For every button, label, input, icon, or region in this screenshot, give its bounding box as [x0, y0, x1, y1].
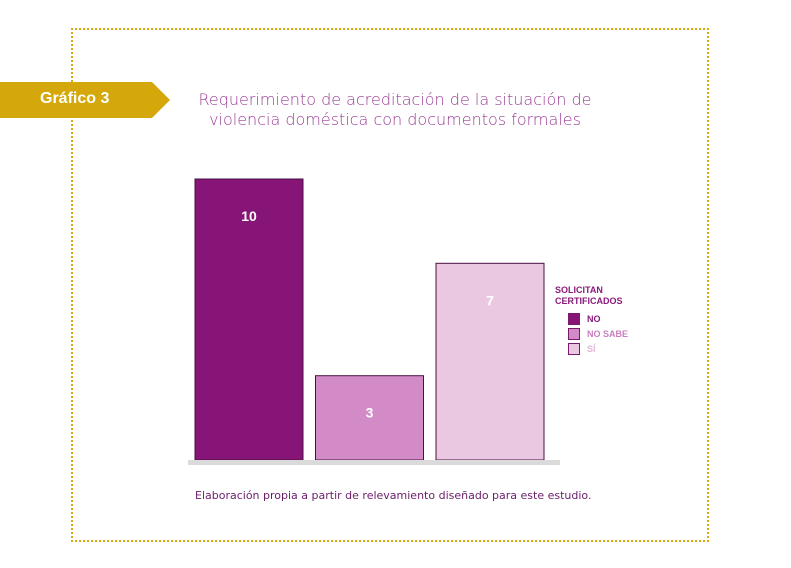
- legend-item-no-sabe: NO SABE: [568, 326, 635, 341]
- chart-title: Requerimiento de acreditación de la situ…: [180, 90, 610, 130]
- data-label-1: 10: [241, 208, 257, 224]
- bar-2: [315, 375, 424, 461]
- legend-label-si: SÍ: [587, 343, 596, 354]
- data-label-2: 3: [366, 405, 374, 421]
- legend-label-no: NO: [587, 313, 601, 324]
- data-label-3: 7: [486, 292, 494, 308]
- x-axis-baseline: [188, 460, 560, 465]
- chart-title-line-1: Requerimiento de acreditación de la situ…: [198, 90, 592, 109]
- legend-title-line-2: CERTIFICADOS: [555, 296, 623, 306]
- legend-swatch-no-sabe: [568, 327, 580, 340]
- bar-3: [435, 262, 545, 461]
- legend-item-si: SÍ: [568, 341, 635, 356]
- bar-1: [194, 178, 304, 461]
- source-note: Elaboración propia a partir de relevamie…: [195, 489, 592, 502]
- chart-title-line-2: violencia doméstica con documentos forma…: [209, 110, 581, 129]
- chart-frame: [71, 28, 709, 542]
- legend-item-no: NO: [568, 311, 635, 326]
- figure-badge: Gráfico 3: [0, 82, 170, 118]
- figure-badge-label: Gráfico 3: [40, 90, 110, 107]
- chart-legend: SOLICITAN CERTIFICADOS NO NO SABE SÍ: [555, 285, 635, 356]
- legend-swatch-no: [568, 312, 580, 325]
- legend-title-line-1: SOLICITAN: [555, 285, 603, 295]
- legend-title: SOLICITAN CERTIFICADOS: [555, 285, 635, 307]
- legend-swatch-si: [568, 342, 580, 355]
- legend-label-no-sabe: NO SABE: [587, 328, 629, 339]
